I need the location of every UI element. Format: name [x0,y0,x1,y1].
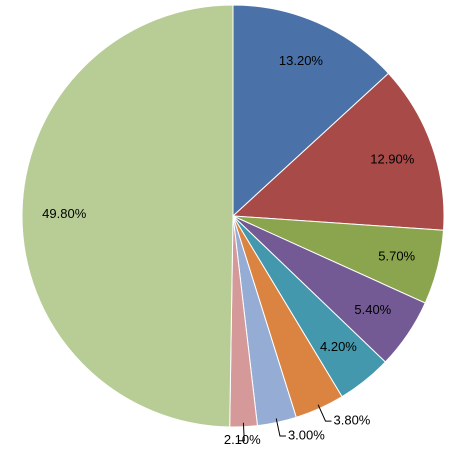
data-label: 2.10% [224,432,261,447]
leader-line [238,422,245,442]
data-label: 12.90% [370,152,415,167]
leader-line [317,404,332,422]
pie-slice [21,4,234,428]
data-label: 3.80% [334,413,371,428]
leader-line [275,418,286,437]
pie-slice [231,72,445,231]
data-label: 3.00% [288,427,325,442]
data-label: 4.20% [320,339,357,354]
data-label: 13.20% [279,53,324,68]
pie-slice [232,4,390,218]
data-label: 49.80% [42,206,87,221]
data-label: 5.40% [354,302,391,317]
data-label: 5.70% [378,249,415,264]
